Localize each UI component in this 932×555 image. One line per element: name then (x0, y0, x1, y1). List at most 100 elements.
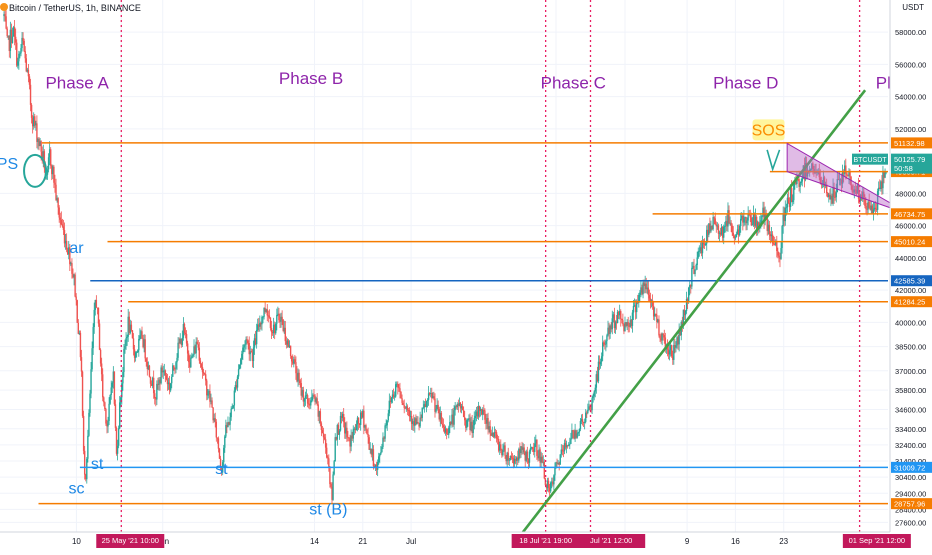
candle-body (884, 172, 886, 178)
candle-body (661, 333, 663, 341)
candle-body (858, 198, 861, 201)
candle-body (191, 356, 193, 358)
candle-body (254, 338, 257, 345)
candle-body (602, 342, 604, 357)
candle-body (409, 416, 412, 417)
candle-body (340, 415, 343, 418)
candle-body (297, 372, 299, 382)
candle-body (728, 210, 730, 224)
candle-body (21, 37, 23, 49)
candle-body (163, 370, 165, 372)
candle-body (880, 181, 882, 189)
candle-body (76, 300, 78, 323)
candle-body (62, 226, 65, 231)
candle-body (258, 324, 260, 327)
candle-body (469, 418, 471, 431)
candle-body (580, 419, 583, 422)
candle-body (154, 393, 156, 399)
candle-body (458, 402, 461, 406)
candle-body (516, 457, 518, 461)
candle-body (156, 383, 158, 400)
candle-body (335, 437, 337, 440)
candle-body (85, 474, 87, 480)
candle-body (63, 230, 66, 244)
candle-body (95, 299, 98, 308)
y-tick-label: 32400.00 (895, 441, 926, 450)
candle-body (785, 207, 788, 209)
candle-body (585, 412, 587, 422)
candle-body (138, 338, 140, 351)
candle-body (252, 347, 255, 362)
wyckoff-label: st (215, 461, 228, 478)
candle-body (143, 339, 145, 348)
candle-body (294, 359, 296, 363)
wyckoff-label: PS (0, 156, 18, 173)
candle-body (436, 404, 438, 409)
candle-body (334, 437, 336, 462)
candle-body (775, 241, 777, 245)
candle-body (815, 172, 817, 173)
candle-body (745, 216, 747, 224)
candle-body (770, 234, 773, 237)
candle-body (382, 437, 384, 447)
candle-body (612, 314, 615, 319)
candle-body (488, 426, 490, 430)
candle-body (48, 149, 51, 158)
candle-body (355, 424, 358, 431)
candle-body (838, 179, 841, 181)
candle-body (240, 359, 242, 365)
candle-body (447, 433, 449, 435)
candle-body (718, 232, 721, 234)
candle-body (266, 309, 268, 316)
candle-body (448, 427, 450, 435)
candle-body (638, 294, 640, 303)
candle-body (640, 287, 642, 293)
candle-body (175, 362, 177, 369)
candle-body (210, 400, 212, 402)
candle-body (635, 301, 638, 313)
candle-body (289, 345, 292, 357)
candle-body (438, 408, 440, 420)
candle-body (707, 229, 709, 235)
candle-body (139, 335, 141, 339)
candle-body (145, 358, 147, 362)
time-axis-bg (0, 532, 932, 550)
candle-body (5, 16, 7, 29)
symbol-tag-label: BTCUSDT (853, 157, 887, 164)
candle-body (211, 400, 213, 408)
candle-body (643, 282, 645, 286)
candle-body (811, 163, 813, 169)
sos-highlight (752, 119, 785, 141)
candle-body (641, 287, 643, 295)
candle-body (290, 356, 293, 362)
candle-body (195, 341, 197, 354)
candle-body (8, 35, 11, 52)
candle-body (218, 448, 221, 459)
price-tag-label: 28757.96 (894, 500, 925, 509)
candle-body (99, 349, 102, 364)
candle-body (571, 430, 573, 439)
y-tick-label: 48000.00 (895, 189, 926, 198)
candle-body (183, 324, 186, 333)
candle-body (788, 203, 791, 207)
candle-body (311, 396, 313, 401)
candle-body (798, 179, 800, 187)
candle-body (828, 194, 830, 197)
candle-body (86, 458, 88, 480)
candle-body (812, 163, 814, 170)
candle-body (459, 402, 462, 409)
candle-body (171, 376, 173, 384)
date-marker-tag (511, 534, 580, 548)
candle-body (870, 205, 872, 210)
candle-body (621, 318, 623, 321)
price-tag (891, 137, 932, 149)
candle-body (553, 475, 555, 485)
candle-body (59, 217, 61, 220)
candle-body (871, 205, 874, 214)
price-tag (891, 275, 932, 287)
candle-body (342, 414, 345, 422)
candle-body (135, 352, 138, 353)
candle-body (359, 412, 362, 425)
candle-body (353, 428, 356, 430)
